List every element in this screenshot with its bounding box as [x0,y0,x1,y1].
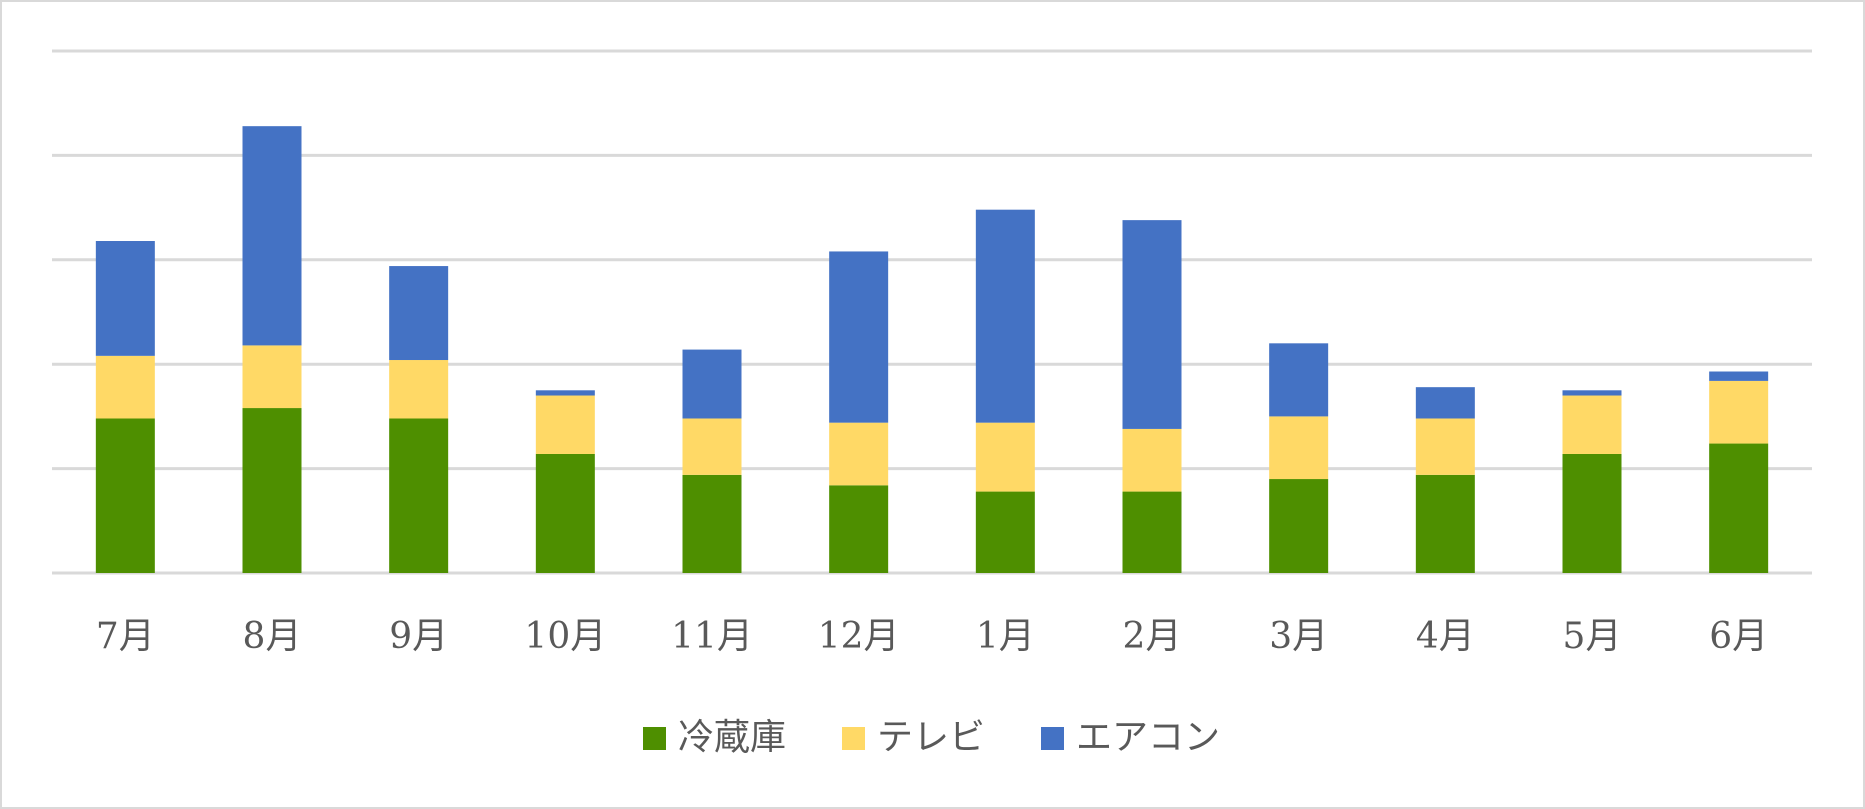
bar-segment-tv [829,422,889,486]
bar-segment-refrigerator [1415,474,1475,573]
bar-segment-refrigerator [95,418,155,573]
bar-segment-tv [975,422,1035,492]
bar-segment-refrigerator [535,453,595,573]
bar-segment-aircon [1122,220,1182,429]
legend: 冷蔵庫 テレビ エアコン [643,717,1220,758]
x-tick-label: 5月 [1563,616,1622,657]
x-tick-label: 8月 [243,616,302,657]
x-axis-labels: 7月 8月 9月 10月 11月 12月 1月 2月 3月 4月 5月 6月 [96,616,1768,657]
bar-segment-aircon [1709,371,1769,381]
x-tick-label: 12月 [818,616,900,657]
bar-segment-aircon [975,209,1035,423]
bar-segment-refrigerator [682,474,742,573]
bar-segment-aircon [389,266,449,361]
bar-segment-refrigerator [1122,491,1182,573]
legend-swatch [1041,727,1064,750]
bar-segment-aircon [829,251,889,423]
bar-segment-aircon [1562,390,1622,396]
bar-segment-refrigerator [975,491,1035,573]
gridlines [52,49,1812,575]
bar-segment-aircon [95,241,155,356]
x-tick-label: 10月 [524,616,606,657]
x-tick-label: 3月 [1269,616,1328,657]
legend-item-tv: テレビ [877,717,985,758]
bar-segment-tv [1562,395,1622,454]
bar-series [95,126,1769,573]
bar-segment-tv [1122,428,1182,492]
bar-segment-refrigerator [829,485,889,573]
legend-item-aircon: エアコン [1076,717,1220,758]
x-tick-label: 9月 [389,616,448,657]
legend-item-refrigerator: 冷蔵庫 [678,717,786,758]
bar-segment-refrigerator [1709,443,1769,573]
bar-segment-aircon [1415,387,1475,419]
bar-segment-tv [1709,380,1769,444]
bar-segment-tv [535,395,595,454]
bar-segment-refrigerator [389,418,449,573]
bar-segment-tv [1269,416,1329,480]
bar-segment-refrigerator [1269,479,1329,573]
bar-segment-aircon [1269,343,1329,417]
x-tick-label: 1月 [976,616,1035,657]
bar-segment-tv [95,355,155,419]
bar-segment-tv [389,360,449,419]
bar-segment-tv [1415,418,1475,475]
x-tick-label: 11月 [671,616,753,657]
bar-segment-refrigerator [242,408,302,573]
legend-swatch [643,727,666,750]
x-tick-label: 4月 [1416,616,1475,657]
bar-segment-tv [682,418,742,475]
x-tick-label: 7月 [96,616,155,657]
x-tick-label: 6月 [1709,616,1768,657]
legend-swatch [842,727,865,750]
bar-segment-tv [242,345,302,409]
bar-segment-aircon [242,126,302,346]
x-tick-label: 2月 [1123,616,1182,657]
bar-segment-refrigerator [1562,453,1622,573]
bar-segment-aircon [535,390,595,396]
bar-segment-aircon [682,349,742,419]
